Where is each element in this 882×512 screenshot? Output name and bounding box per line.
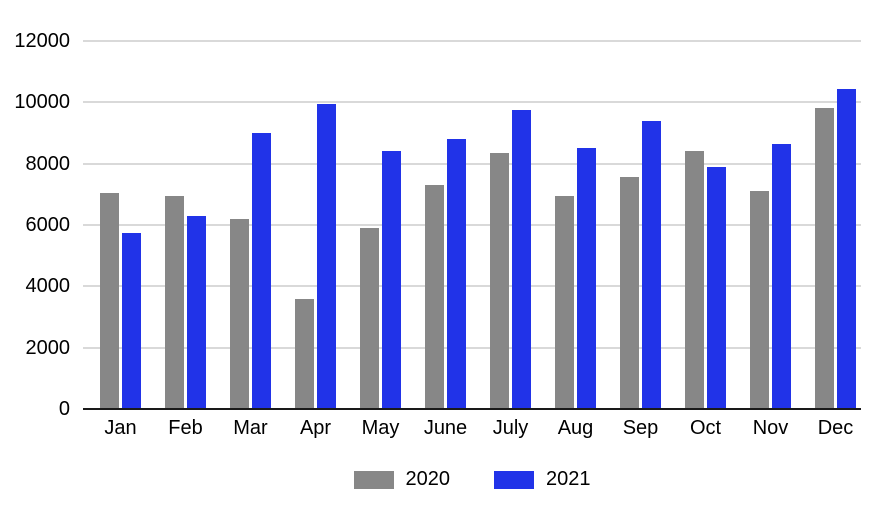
- x-tick-label-oct: Oct: [689, 417, 722, 439]
- x-tick-label-june: June: [423, 417, 468, 439]
- x-tick-label-dec: Dec: [817, 417, 854, 439]
- x-tick-label-aug: Aug: [557, 417, 594, 439]
- bar-group-may: [360, 41, 401, 409]
- bar-2020-mar: [230, 218, 249, 409]
- x-tick-label-mar: Mar: [233, 417, 268, 439]
- bar-2021-dec: [837, 88, 856, 409]
- gridline-y-12000: [83, 40, 861, 42]
- bar-group-aug: [555, 41, 596, 409]
- bar-group-apr: [295, 41, 336, 409]
- bar-2021-feb: [187, 215, 206, 409]
- legend-label-2020: 2020: [405, 468, 451, 490]
- bar-2021-sep: [642, 120, 661, 409]
- bar-group-sep: [620, 41, 661, 409]
- x-tick-label-feb: Feb: [168, 417, 203, 439]
- bar-group-mar: [230, 41, 271, 409]
- x-tick-label-july: July: [492, 417, 529, 439]
- bar-2020-feb: [165, 195, 184, 409]
- bar-2021-july: [512, 110, 531, 409]
- bar-2021-aug: [577, 148, 596, 409]
- x-tick-label-jan: Jan: [104, 417, 137, 439]
- bar-group-july: [490, 41, 531, 409]
- bar-2020-june: [425, 185, 444, 409]
- gridline-y-8000: [83, 162, 861, 165]
- plot-area: [83, 40, 861, 410]
- legend-swatch-2021: [494, 470, 534, 489]
- bar-2020-aug: [555, 195, 574, 409]
- bar-2021-apr: [317, 103, 336, 409]
- gridline-y-10000: [83, 101, 861, 104]
- x-tick-label-apr: Apr: [299, 417, 332, 439]
- bar-2021-june: [447, 139, 466, 409]
- bar-group-oct: [685, 41, 726, 409]
- bar-2020-nov: [750, 191, 769, 409]
- y-tick-label: 2000: [25, 336, 71, 359]
- legend-swatch-2020: [353, 470, 394, 489]
- y-tick-label: 4000: [25, 275, 71, 298]
- x-tick-label-may: May: [361, 417, 400, 439]
- y-axis: 0 2000 4000 6000 8000 10000 12000: [0, 30, 71, 420]
- legend-item-2020: 2020: [353, 468, 451, 491]
- y-tick-label: 6000: [25, 214, 71, 236]
- legend-item-2021: 2021: [494, 468, 591, 491]
- y-tick-label: 10000: [14, 91, 70, 114]
- bar-2021-nov: [772, 143, 791, 409]
- x-tick-label-nov: Nov: [752, 417, 789, 439]
- bar-group-feb: [165, 41, 206, 409]
- y-tick-label: 12000: [14, 30, 70, 52]
- bar-2021-mar: [252, 133, 271, 409]
- gridline-y-4000: [83, 285, 861, 288]
- legend-label-2021: 2021: [546, 468, 591, 490]
- bar-group-dec: [815, 41, 856, 409]
- y-tick-label: 8000: [25, 152, 71, 175]
- legend: 2020 2021: [83, 468, 861, 491]
- gridline-y-6000: [83, 224, 861, 226]
- bar-2020-may: [360, 228, 379, 409]
- bar-2020-dec: [815, 108, 834, 409]
- bar-2020-jan: [100, 192, 119, 409]
- y-tick-label: 0: [58, 398, 70, 420]
- bar-group-june: [425, 41, 466, 409]
- bar-group-nov: [750, 41, 791, 409]
- bar-2020-sep: [620, 177, 639, 409]
- gridline-y-2000: [83, 346, 861, 349]
- bar-2021-oct: [707, 166, 726, 409]
- bar-2021-may: [382, 151, 401, 409]
- bar-group-jan: [100, 41, 141, 409]
- bar-2020-apr: [295, 298, 314, 409]
- x-axis-labels: Jan Feb Mar Apr May June July Aug Sep Oct Nov Dec: [83, 417, 861, 445]
- bar-2020-july: [490, 152, 509, 409]
- bar-2020-oct: [685, 151, 704, 409]
- bar-2021-jan: [122, 232, 141, 409]
- x-tick-label-sep: Sep: [622, 417, 659, 439]
- x-axis-line: [83, 408, 861, 410]
